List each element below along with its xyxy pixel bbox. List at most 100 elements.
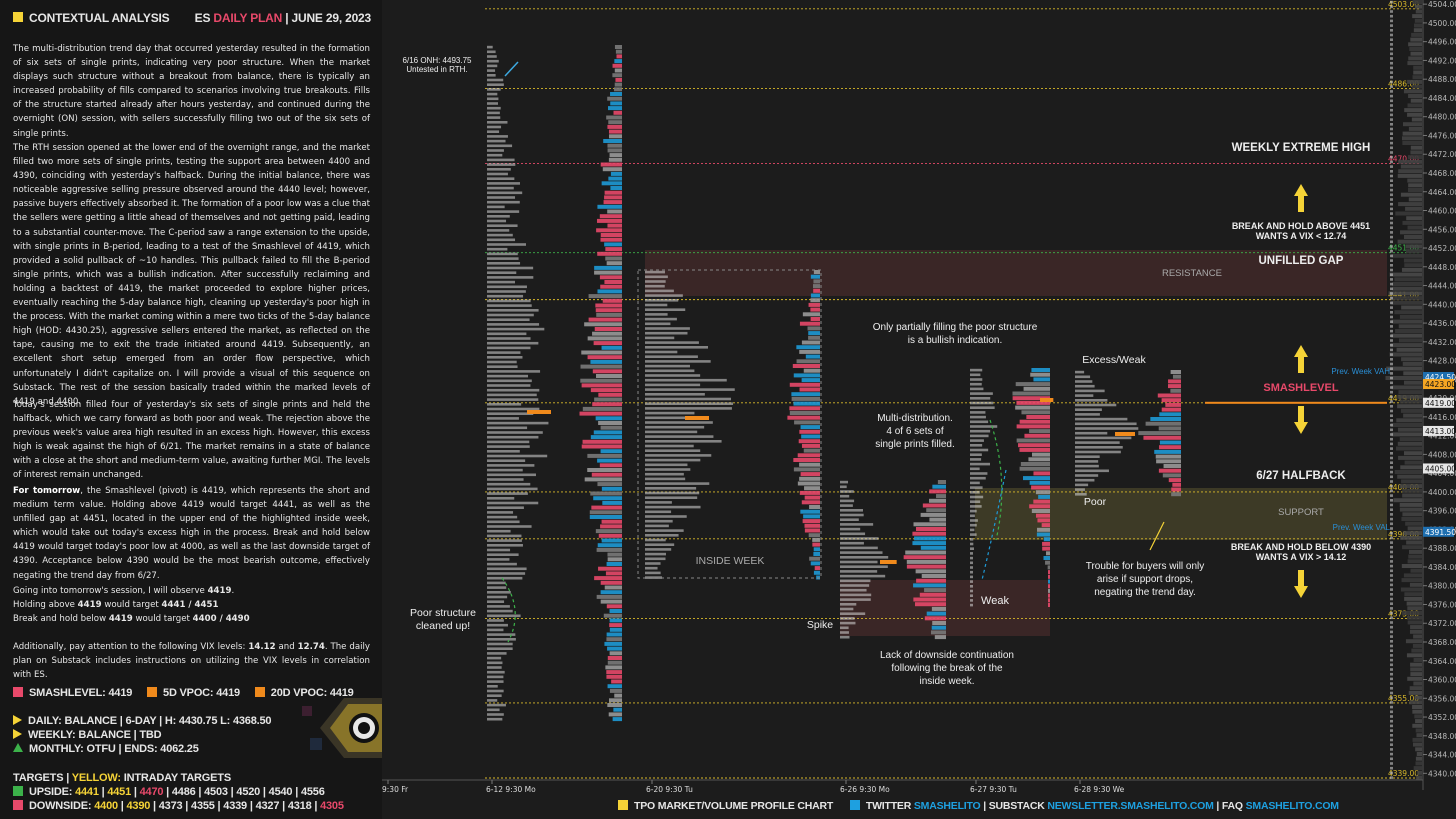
downside-swatch xyxy=(13,800,23,810)
target-value: 4441 xyxy=(75,786,99,798)
paragraph-3: Today's session filled four of yesterday… xyxy=(13,400,370,481)
price-tick-label: 4376.00 xyxy=(1428,600,1456,609)
price-tick-label: 4404.00 xyxy=(1428,469,1456,478)
footer-chart-label: TPO MARKET/VOLUME PROFILE CHART xyxy=(634,800,834,812)
vpoc20-label: 20D VPOC: 4419 xyxy=(270,687,354,699)
price-tag-label: 4391.50 xyxy=(1425,528,1456,537)
price-tick-label: 4452.00 xyxy=(1428,244,1456,253)
daily-plan-label: DAILY PLAN xyxy=(213,11,283,25)
time-tick-label: 6-26 9:30 Mo xyxy=(840,785,890,794)
price-tick-label: 4448.00 xyxy=(1428,263,1456,272)
price-tag-label: 4405.00 xyxy=(1425,464,1456,473)
time-tick-label: 6-12 9:30 Mo xyxy=(486,785,536,794)
annotation-partially: Only partially filling the poor structur… xyxy=(873,322,1038,346)
faq-link[interactable]: SMASHELITO.COM xyxy=(1245,800,1339,812)
price-tick-label: 4504.00 xyxy=(1428,0,1456,9)
level-label: 4451.00 xyxy=(1388,244,1419,253)
price-tick-label: 4496.00 xyxy=(1428,38,1456,47)
resistance-zone xyxy=(645,250,1387,296)
annotation-support: SUPPORT xyxy=(1278,507,1324,518)
annotation-onh: 6/16 ONH: 4493.75 Untested in RTH. xyxy=(403,56,472,74)
price-tick-label: 4480.00 xyxy=(1428,113,1456,122)
smashlevel-band xyxy=(1205,401,1387,404)
inside-week-box xyxy=(637,269,822,579)
sep: | xyxy=(285,11,289,25)
tpo-profile xyxy=(840,480,946,640)
annotation-smashlevel: SMASHLEVEL xyxy=(1263,382,1338,394)
price-tag xyxy=(1423,463,1454,474)
price-tick-label: 4412.00 xyxy=(1428,432,1456,441)
smash-swatch xyxy=(13,687,23,697)
tpo-profile xyxy=(1075,370,1181,497)
tpo-profile xyxy=(645,270,820,580)
annotation-lack: Lack of downside continuation following t… xyxy=(880,650,1014,687)
up-triangle-icon xyxy=(13,743,23,752)
analysis-panel: CONTEXTUAL ANALYSIS ES DAILY PLAN | JUNE… xyxy=(0,0,382,819)
p4-text: , the Smashlevel (pivot) is 4419, which … xyxy=(13,486,370,581)
es-label: ES xyxy=(194,11,211,25)
annotation-weak: Weak xyxy=(981,595,1009,607)
weekly-status: WEEKLY: BALANCE | TBD xyxy=(13,729,162,743)
play-icon xyxy=(13,729,22,739)
tpo-chart[interactable]: 4503.004486.004470.004451.004441.004419.… xyxy=(382,0,1456,819)
price-tick-label: 4380.00 xyxy=(1428,582,1456,591)
target-value: 4305 xyxy=(320,800,344,812)
price-tag xyxy=(1423,372,1454,383)
price-tick-label: 4484.00 xyxy=(1428,94,1456,103)
target-value: 4520 xyxy=(236,786,261,798)
price-tick-label: 4372.00 xyxy=(1428,619,1456,628)
annotation-weekly-extreme: WEEKLY EXTREME HIGH xyxy=(1232,142,1371,154)
time-tick-label: 6-28 9:30 We xyxy=(1074,785,1125,794)
tpo-profile xyxy=(1385,0,1422,780)
targets-title: TARGETS | YELLOW: INTRADAY TARGETS xyxy=(13,772,231,784)
target-value: 4339 xyxy=(223,800,247,812)
fill-arc xyxy=(989,419,1003,541)
target-value: 4400 xyxy=(94,800,118,812)
price-tag-label: 4424.50 xyxy=(1425,373,1456,382)
hold-line: Holding above 4419 would target 4441 / 4… xyxy=(13,600,219,610)
poc-mark xyxy=(1040,398,1054,402)
price-tick-label: 4500.00 xyxy=(1428,19,1456,28)
annotation-break-hold-above: BREAK AND HOLD ABOVE 4451 WANTS A VIX < 1… xyxy=(1232,221,1370,241)
price-tick-label: 4408.00 xyxy=(1428,450,1456,459)
onh-pointer xyxy=(504,61,519,77)
panel-title: CONTEXTUAL ANALYSIS xyxy=(29,11,170,25)
annotation-resistance: RESISTANCE xyxy=(1162,268,1222,279)
target-value: 4486 xyxy=(171,786,196,798)
price-tick-label: 4464.00 xyxy=(1428,188,1456,197)
vpoc5-label: 5D VPOC: 4419 xyxy=(163,687,240,699)
target-value: 4318 xyxy=(287,800,312,812)
target-value: 4503 xyxy=(204,786,228,798)
price-tick-label: 4428.00 xyxy=(1428,357,1456,366)
price-tick-label: 4472.00 xyxy=(1428,150,1456,159)
price-tick-label: 4352.00 xyxy=(1428,713,1456,722)
twitter-link[interactable]: SMASHELITO xyxy=(913,800,981,812)
upside-swatch xyxy=(13,786,23,796)
annotation-trouble: Trouble for buyers will only arise if sup… xyxy=(1086,561,1205,598)
target-value: 4355 xyxy=(191,800,215,812)
level-label: 4355.00 xyxy=(1388,694,1419,703)
down-arrow-icon xyxy=(1294,406,1308,434)
break-line: Break and hold below 4419 would target 4… xyxy=(13,614,250,624)
poc-mark xyxy=(527,410,551,414)
paragraph-4: For tomorrow, the Smashlevel (pivot) is … xyxy=(13,484,370,583)
poc-mark xyxy=(1115,432,1135,436)
level-label: 4339.00 xyxy=(1388,769,1419,778)
poc-mark xyxy=(880,560,897,564)
price-tag xyxy=(1423,379,1454,390)
mascot-logo xyxy=(302,698,382,758)
smash-level-label: SMASHLEVEL: 4419 xyxy=(29,687,133,699)
chart-square-icon xyxy=(618,800,628,810)
target-value: 4556 xyxy=(300,786,325,798)
level-label: 4503.00 xyxy=(1388,0,1419,9)
price-tick-label: 4468.00 xyxy=(1428,169,1456,178)
annotation-spike: Spike xyxy=(807,619,833,631)
price-tick-label: 4460.00 xyxy=(1428,207,1456,216)
price-tick-label: 4400.00 xyxy=(1428,488,1456,497)
substack-link[interactable]: NEWSLETTER.SMASHELITO.COM xyxy=(1047,800,1214,812)
up-arrow-icon xyxy=(1294,345,1308,373)
price-tick-label: 4384.00 xyxy=(1428,563,1456,572)
time-tick-label: 6-27 9:30 Tu xyxy=(970,785,1017,794)
tpo-profile xyxy=(487,45,622,722)
